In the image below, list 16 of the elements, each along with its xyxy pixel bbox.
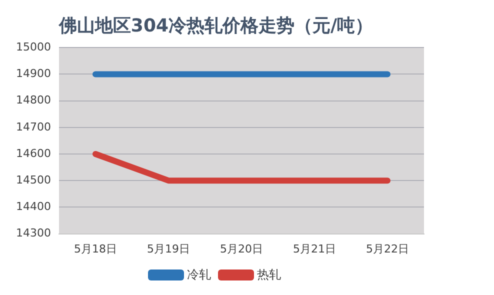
y-tick-label: 14700 [16, 120, 51, 134]
legend-label: 热轧 [257, 267, 281, 282]
y-tick-label: 14300 [16, 226, 51, 240]
x-tick-label: 5月20日 [220, 242, 263, 256]
y-tick-label: 14400 [16, 200, 51, 214]
x-tick-label: 5月18日 [74, 242, 117, 256]
y-tick-label: 14600 [16, 146, 51, 160]
y-tick-label: 15000 [16, 40, 51, 54]
y-tick-label: 14900 [16, 67, 51, 80]
x-tick-label: 5月21日 [293, 242, 336, 256]
x-tick-label: 5月22日 [366, 242, 409, 256]
legend-label: 冷轧 [187, 267, 211, 282]
y-tick-label: 14800 [16, 94, 51, 107]
chart-title: 佛山地区304冷热轧价格走势（元/吨） [58, 15, 374, 36]
x-tick-label: 5月19日 [146, 242, 190, 256]
y-tick-label: 14500 [16, 173, 51, 186]
